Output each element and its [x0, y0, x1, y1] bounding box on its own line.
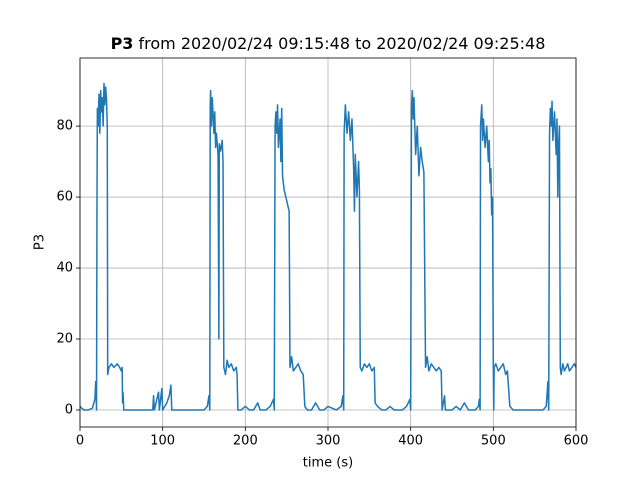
x-axis-label: time (s)	[303, 456, 353, 471]
x-tick-label: 100	[150, 434, 175, 449]
x-tick-label: 200	[233, 434, 258, 449]
y-tick-label: 60	[56, 190, 73, 205]
y-tick-label: 80	[56, 119, 73, 134]
chart-title: P3 from 2020/02/24 09:15:48 to 2020/02/2…	[111, 34, 546, 53]
title-name: P3	[111, 34, 134, 53]
x-tick-label: 300	[316, 434, 341, 449]
x-tick-label: 600	[564, 434, 589, 449]
y-tick-label: 40	[56, 261, 73, 276]
title-text: from 2020/02/24 09:15:48 to 2020/02/24 0…	[139, 34, 546, 53]
y-axis-label: P3	[33, 234, 48, 250]
y-tick-label: 0	[65, 402, 73, 417]
x-tick-label: 0	[76, 434, 84, 449]
plot-frame	[79, 57, 577, 428]
x-tick-label: 500	[481, 434, 506, 449]
data-line	[79, 82, 577, 411]
y-tick-label: 20	[56, 332, 73, 347]
x-tick-label: 400	[398, 434, 423, 449]
